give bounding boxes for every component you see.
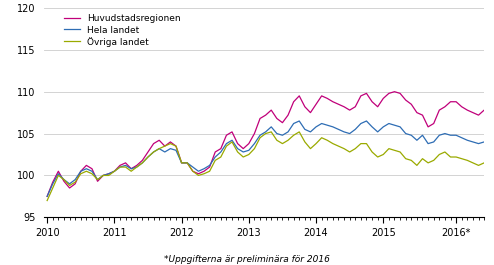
Legend: Huvudstadsregionen, Hela landet, Övriga landet: Huvudstadsregionen, Hela landet, Övriga …: [62, 12, 183, 48]
Hela landet: [296, 120, 302, 123]
Övriga landet: [44, 199, 50, 202]
Hela landet: [223, 142, 229, 145]
Line: Övriga landet: Övriga landet: [47, 132, 494, 201]
Huvudstadsregionen: [464, 109, 470, 112]
Text: *Uppgifterna är preliminära för 2016: *Uppgifterna är preliminära för 2016: [164, 255, 330, 264]
Line: Huvudstadsregionen: Huvudstadsregionen: [47, 83, 494, 196]
Huvudstadsregionen: [44, 195, 50, 198]
Hela landet: [470, 140, 476, 144]
Övriga landet: [223, 144, 229, 148]
Huvudstadsregionen: [493, 105, 494, 108]
Line: Hela landet: Hela landet: [47, 121, 494, 196]
Hela landet: [44, 195, 50, 198]
Huvudstadsregionen: [223, 134, 229, 137]
Övriga landet: [268, 130, 274, 134]
Övriga landet: [470, 161, 476, 165]
